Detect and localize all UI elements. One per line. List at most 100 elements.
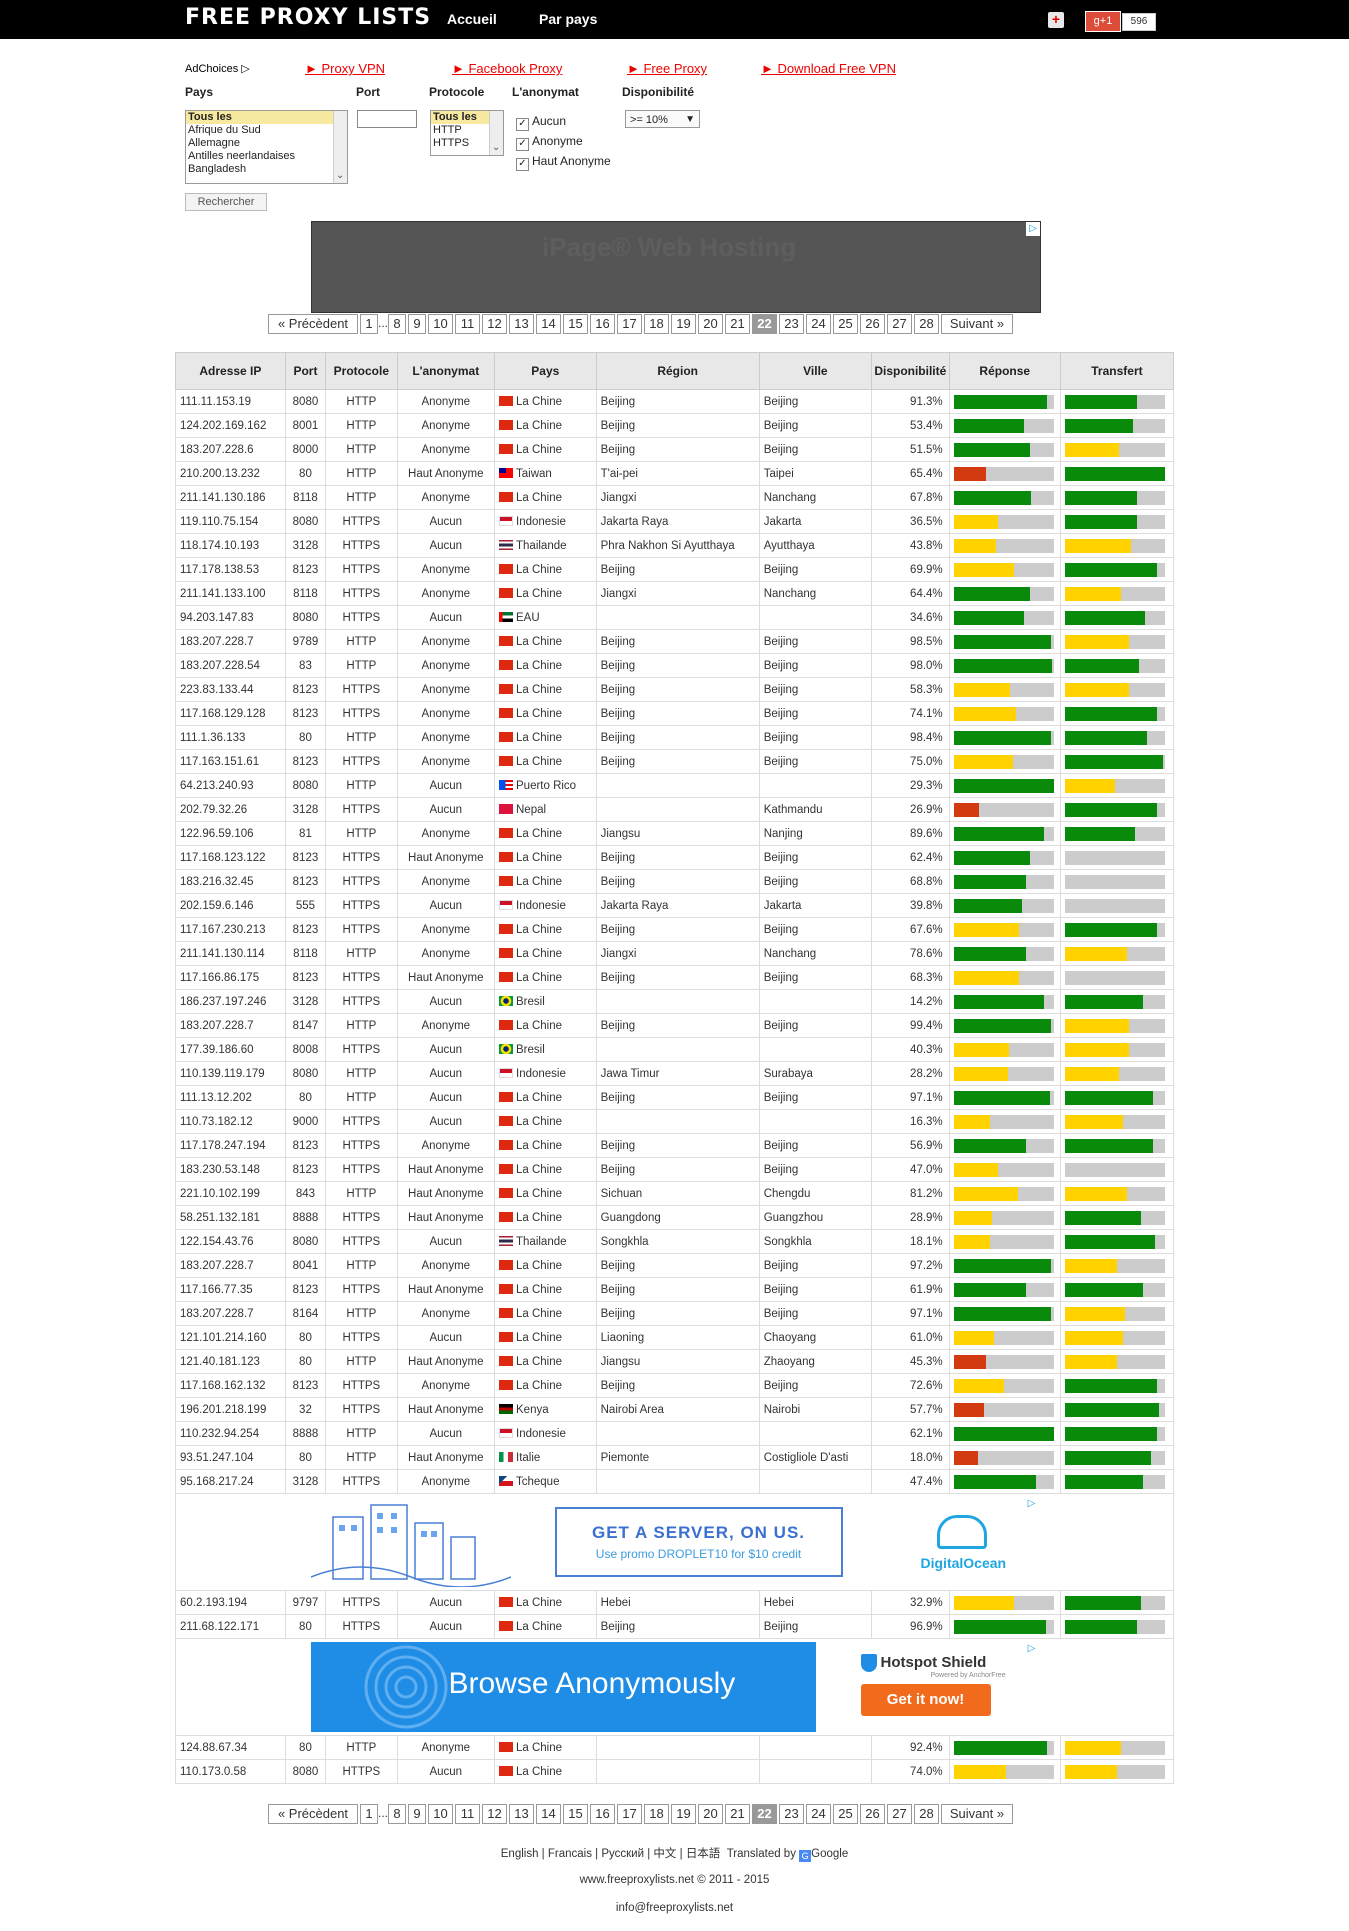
protocole-option[interactable]: Tous les [431,111,503,124]
page-link[interactable]: 8 [388,1804,406,1824]
column-header[interactable]: Transfert [1059,352,1175,390]
pays-scrollbar[interactable] [333,111,347,183]
page-link[interactable]: 24 [806,314,831,334]
page-link[interactable]: 16 [590,1804,615,1824]
next-page-button[interactable]: Suivant » [941,1804,1013,1824]
pays-option[interactable]: Afrique du Sud [188,124,261,136]
page-link[interactable]: 20 [698,1804,723,1824]
ad-link-download-free-vpn[interactable]: ► Download Free VPN [761,61,896,76]
adchoices-icon[interactable]: ▷ [1026,222,1040,236]
page-link[interactable]: 25 [833,314,858,334]
prev-page-button[interactable]: « Précèdent [268,1804,358,1824]
column-header[interactable]: Région [595,352,760,390]
top-ad-banner[interactable]: iPage® Web Hosting ▷ [311,221,1041,313]
page-link[interactable]: 11 [455,314,480,334]
page-link[interactable]: 25 [833,1804,858,1824]
page-link[interactable]: 12 [482,314,507,334]
lang-japanese[interactable]: 日本語 [685,1848,721,1860]
page-link[interactable]: 15 [563,1804,588,1824]
page-link[interactable]: 21 [725,314,750,334]
anonymat-aucun-checkbox[interactable]: ✓ Aucun [516,114,566,131]
page-link[interactable]: 17 [617,1804,642,1824]
page-link[interactable]: 26 [860,314,885,334]
protocole-scrollbar[interactable] [489,111,503,155]
get-it-now-button[interactable]: Get it now! [860,1684,991,1716]
page-link[interactable]: 24 [806,1804,831,1824]
current-page[interactable]: 22 [752,314,777,334]
ad-link-facebook-proxy[interactable]: ► Facebook Proxy [452,61,563,76]
page-link[interactable]: 23 [779,1804,804,1824]
pays-option[interactable]: Antilles neerlandaises [188,150,296,162]
page-link[interactable]: 28 [914,314,939,334]
page-link[interactable]: 14 [536,314,561,334]
lang-chinese[interactable]: 中文 [653,1848,677,1860]
page-link[interactable]: 12 [482,1804,507,1824]
anonymat-anonyme-checkbox[interactable]: ✓ Anonyme [516,134,583,151]
page-link[interactable]: 19 [671,1804,696,1824]
column-header[interactable]: Adresse IP [175,352,286,390]
protocole-option[interactable]: HTTP [433,124,462,136]
google-plus-button[interactable]: g+1 [1085,11,1121,32]
page-link[interactable]: 23 [779,314,804,334]
lang-russian[interactable]: Русский [601,1848,645,1860]
adchoices-icon[interactable]: ▷ [1024,1497,1039,1511]
ad-link-free-proxy[interactable]: ► Free Proxy [627,61,708,76]
protocole-select[interactable]: Tous les HTTP HTTPS [430,110,504,156]
site-logo[interactable]: FREE PROXY LISTS [185,5,432,30]
ad-link-proxy-vpn[interactable]: ► Proxy VPN [305,61,386,76]
page-link[interactable]: 10 [428,1804,453,1824]
anonymat-haut-anonyme-checkbox[interactable]: ✓ Haut Anonyme [516,154,611,171]
column-header[interactable]: Réponse [948,352,1061,390]
current-page[interactable]: 22 [752,1804,777,1824]
google-link[interactable]: Google [811,1848,849,1860]
disponibilite-select[interactable]: >= 10% ▼ [625,110,700,128]
page-link[interactable]: 9 [408,1804,426,1824]
page-link[interactable]: 21 [725,1804,750,1824]
page-link[interactable]: 27 [887,314,912,334]
pays-select[interactable]: Tous les Afrique du Sud Allemagne Antill… [185,110,348,184]
page-link[interactable]: 27 [887,1804,912,1824]
adchoices-label[interactable]: AdChoices ▷ [185,63,250,75]
page-link[interactable]: 15 [563,314,588,334]
page-link[interactable]: 1 [360,1804,378,1824]
lang-francais[interactable]: Francais [547,1848,592,1860]
column-header[interactable]: L'anonymat [396,352,496,390]
nav-par-pays[interactable]: Par pays [539,11,598,27]
pays-option[interactable]: Tous les [186,111,347,124]
page-link[interactable]: 14 [536,1804,561,1824]
page-link[interactable]: 18 [644,314,669,334]
protocole-option[interactable]: HTTPS [433,137,470,149]
column-header[interactable]: Protocole [325,352,398,390]
add-bookmark-icon[interactable]: + [1048,12,1064,28]
page-link[interactable]: 20 [698,314,723,334]
ad-promo-box[interactable]: GET A SERVER, ON US. Use promo DROPLET10 … [554,1507,843,1577]
port-input[interactable] [357,110,417,128]
page-link[interactable]: 17 [617,314,642,334]
column-header[interactable]: Pays [494,352,597,390]
prev-page-button[interactable]: « Précèdent [268,314,358,334]
page-link[interactable]: 11 [455,1804,480,1824]
page-link[interactable]: 28 [914,1804,939,1824]
pays-option[interactable]: Bangladesh [188,163,247,175]
page-link[interactable]: 19 [671,314,696,334]
hotspot-shield-ad[interactable]: Browse Anonymously Hotspot Shield Powered … [310,1642,1039,1732]
column-header[interactable]: Ville [758,352,872,390]
page-link[interactable]: 8 [388,314,406,334]
page-link[interactable]: 13 [509,1804,534,1824]
digitalocean-ad[interactable]: GET A SERVER, ON US. Use promo DROPLET10 … [310,1497,1039,1587]
column-header[interactable]: Port [284,352,327,390]
page-link[interactable]: 18 [644,1804,669,1824]
adchoices-icon[interactable]: ▷ [1024,1642,1039,1656]
page-link[interactable]: 26 [860,1804,885,1824]
page-link[interactable]: 16 [590,314,615,334]
nav-accueil[interactable]: Accueil [447,11,497,27]
next-page-button[interactable]: Suivant » [941,314,1013,334]
page-link[interactable]: 9 [408,314,426,334]
pays-option[interactable]: Allemagne [188,137,240,149]
search-button[interactable]: Rechercher [185,193,267,211]
page-link[interactable]: 13 [509,314,534,334]
page-link[interactable]: 1 [360,314,378,334]
lang-english[interactable]: English [500,1848,539,1860]
page-link[interactable]: 10 [428,314,453,334]
contact-email[interactable]: info@freeproxylists.net [615,1902,734,1914]
